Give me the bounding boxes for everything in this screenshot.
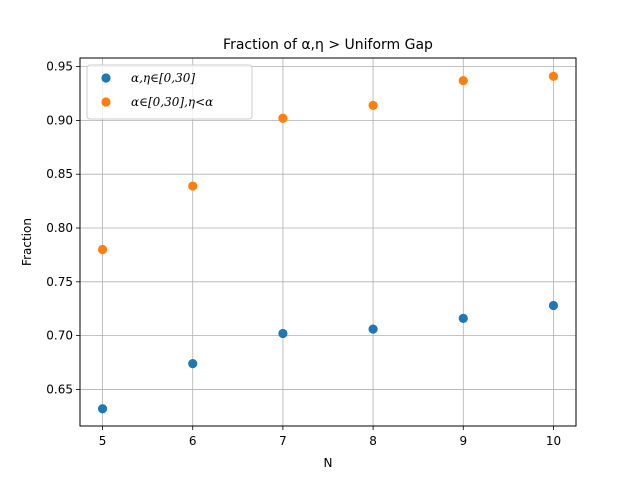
legend-entry-label: α∈[0,30],η<α bbox=[131, 95, 213, 109]
series-1-point bbox=[458, 313, 468, 323]
x-tick-label: 5 bbox=[99, 434, 107, 448]
y-tick-label: 0.75 bbox=[46, 275, 73, 289]
y-tick-label: 0.85 bbox=[46, 167, 73, 181]
x-tick-label: 6 bbox=[189, 434, 197, 448]
series-1-point bbox=[97, 404, 108, 414]
legend-marker bbox=[101, 97, 111, 107]
x-tick-label: 7 bbox=[279, 434, 287, 448]
legend: α,η∈[0,30] α∈[0,30],η<α bbox=[86, 64, 253, 120]
x-tick-label: 10 bbox=[546, 434, 561, 448]
y-tick-label: 0.65 bbox=[46, 382, 73, 396]
plot-frame bbox=[79, 57, 577, 427]
data-points bbox=[97, 71, 559, 414]
y-tick-label: 0.80 bbox=[46, 221, 73, 235]
legend-marker bbox=[101, 73, 111, 83]
x-axis-label: N bbox=[324, 456, 333, 470]
axis-ticks: 5 6 7 8 9 10 0.65 0.70 0.75 0.80 0.85 0.90 0.95 bbox=[46, 60, 561, 448]
y-tick-label: 0.70 bbox=[46, 329, 73, 343]
y-axis-label: Fraction bbox=[20, 218, 34, 266]
y-tick-label: 0.95 bbox=[46, 60, 73, 74]
series-2-point bbox=[548, 71, 559, 81]
legend-entry-label: α,η∈[0,30] bbox=[131, 71, 195, 85]
series-2-point bbox=[97, 244, 108, 255]
series-2-point bbox=[458, 75, 468, 86]
series-2-point bbox=[278, 113, 288, 123]
series-1-point bbox=[368, 324, 378, 334]
series-1-point bbox=[548, 300, 559, 311]
chart-title: Fraction of α,η > Uniform Gap bbox=[223, 37, 433, 53]
series-2-point bbox=[188, 181, 198, 191]
y-tick-label: 0.90 bbox=[46, 113, 73, 127]
x-tick-label: 8 bbox=[369, 434, 377, 448]
x-tick-label: 9 bbox=[459, 434, 467, 448]
series-1-point bbox=[278, 328, 288, 339]
series-1-point bbox=[188, 358, 198, 369]
legend-box bbox=[86, 64, 253, 120]
series-2-point bbox=[368, 100, 378, 110]
